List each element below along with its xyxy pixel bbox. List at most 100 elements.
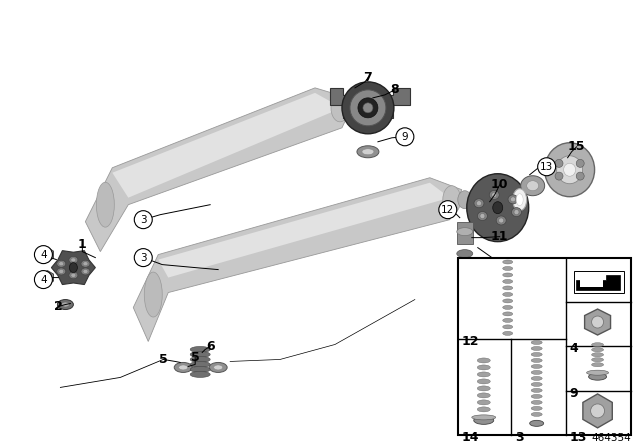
Circle shape: [591, 316, 604, 328]
Ellipse shape: [516, 194, 523, 206]
Text: 9: 9: [401, 132, 408, 142]
Ellipse shape: [97, 182, 115, 227]
Circle shape: [576, 172, 584, 180]
Ellipse shape: [477, 393, 490, 398]
Text: 5: 5: [159, 353, 168, 366]
Ellipse shape: [531, 346, 542, 350]
Ellipse shape: [530, 420, 543, 426]
Text: 3: 3: [140, 215, 147, 224]
Text: 12: 12: [462, 336, 479, 349]
Ellipse shape: [357, 146, 379, 158]
Ellipse shape: [358, 98, 378, 118]
Polygon shape: [42, 248, 54, 262]
Ellipse shape: [474, 416, 493, 424]
Text: 10: 10: [491, 178, 508, 191]
Ellipse shape: [477, 386, 490, 391]
Text: 3: 3: [515, 431, 524, 444]
Circle shape: [538, 158, 556, 176]
Ellipse shape: [69, 272, 78, 279]
Polygon shape: [580, 278, 603, 287]
Ellipse shape: [503, 286, 513, 290]
Ellipse shape: [81, 268, 90, 275]
Text: 5: 5: [191, 351, 200, 364]
Polygon shape: [583, 394, 612, 428]
Ellipse shape: [477, 365, 490, 370]
Ellipse shape: [59, 269, 64, 273]
Bar: [457, 222, 473, 244]
Ellipse shape: [179, 365, 188, 370]
Ellipse shape: [61, 302, 69, 307]
Ellipse shape: [45, 252, 50, 257]
Ellipse shape: [589, 373, 607, 380]
Ellipse shape: [190, 366, 210, 372]
Ellipse shape: [503, 306, 513, 310]
Ellipse shape: [457, 250, 473, 258]
Ellipse shape: [527, 181, 539, 191]
Ellipse shape: [214, 365, 223, 370]
Circle shape: [555, 159, 563, 168]
Ellipse shape: [174, 362, 192, 372]
Ellipse shape: [477, 211, 488, 220]
Circle shape: [591, 404, 605, 418]
Circle shape: [396, 128, 414, 146]
Ellipse shape: [531, 340, 542, 345]
Ellipse shape: [190, 357, 210, 362]
Polygon shape: [85, 88, 355, 252]
Ellipse shape: [513, 189, 527, 211]
Ellipse shape: [503, 299, 513, 303]
Polygon shape: [42, 271, 54, 284]
Ellipse shape: [363, 103, 373, 113]
Ellipse shape: [496, 216, 506, 225]
Ellipse shape: [503, 267, 513, 271]
Circle shape: [134, 249, 152, 267]
Text: 4: 4: [40, 250, 47, 259]
Circle shape: [555, 172, 563, 180]
Ellipse shape: [58, 300, 74, 310]
Ellipse shape: [350, 90, 386, 126]
Polygon shape: [51, 250, 95, 284]
Ellipse shape: [531, 383, 542, 387]
Ellipse shape: [45, 275, 50, 280]
Ellipse shape: [503, 273, 513, 277]
Ellipse shape: [511, 197, 516, 202]
Circle shape: [35, 246, 52, 263]
Ellipse shape: [531, 388, 542, 392]
Circle shape: [439, 201, 457, 219]
Ellipse shape: [531, 364, 542, 368]
Ellipse shape: [477, 358, 490, 363]
Text: 2: 2: [54, 300, 63, 313]
Ellipse shape: [503, 280, 513, 284]
Ellipse shape: [190, 346, 210, 353]
Text: 15: 15: [568, 140, 586, 153]
Text: 4: 4: [40, 275, 47, 284]
Ellipse shape: [514, 210, 519, 215]
Text: 13: 13: [570, 431, 587, 444]
Ellipse shape: [557, 156, 582, 184]
Polygon shape: [584, 309, 611, 335]
Ellipse shape: [499, 218, 504, 223]
Polygon shape: [330, 88, 410, 118]
Ellipse shape: [503, 325, 513, 329]
Ellipse shape: [477, 379, 490, 384]
Text: 4: 4: [570, 342, 579, 355]
Ellipse shape: [503, 293, 513, 297]
Ellipse shape: [521, 176, 545, 196]
Ellipse shape: [531, 376, 542, 380]
Ellipse shape: [531, 358, 542, 362]
Ellipse shape: [587, 370, 609, 375]
Ellipse shape: [472, 415, 496, 420]
Ellipse shape: [480, 214, 485, 219]
Ellipse shape: [511, 207, 522, 217]
Text: 7: 7: [364, 71, 372, 84]
Polygon shape: [575, 275, 620, 290]
Ellipse shape: [531, 370, 542, 375]
Ellipse shape: [489, 190, 499, 199]
Ellipse shape: [362, 149, 374, 155]
Ellipse shape: [144, 272, 162, 317]
Ellipse shape: [503, 260, 513, 264]
Text: 13: 13: [540, 162, 554, 172]
Ellipse shape: [209, 362, 227, 372]
Ellipse shape: [57, 260, 66, 267]
Ellipse shape: [342, 82, 394, 134]
Ellipse shape: [476, 201, 481, 206]
